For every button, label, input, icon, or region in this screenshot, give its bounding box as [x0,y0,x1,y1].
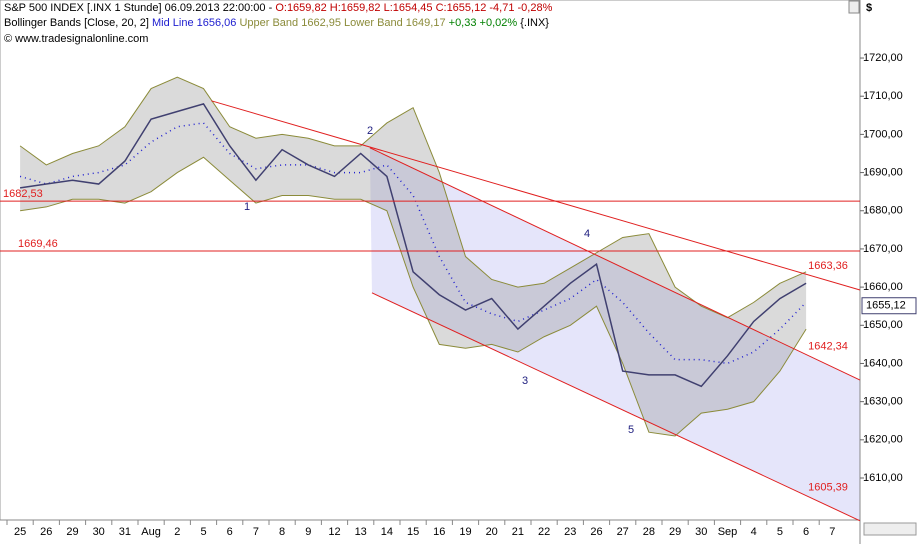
x-tick-label: 25 [14,526,26,538]
x-tick-label: 15 [407,526,419,538]
x-tick-label: 29 [66,526,78,538]
x-tick-label: 28 [643,526,655,538]
x-tick-label: 4 [751,526,757,538]
trend-label: 1663,36 [808,260,848,272]
y-tick-label: 1640,00 [863,357,903,369]
x-tick-label: 29 [669,526,681,538]
x-tick-label: 26 [40,526,52,538]
symbol-text: S&P 500 INDEX [.INX 1 Stunde] 06.09.2013… [4,2,273,14]
x-tick-label: 31 [119,526,131,538]
wave-label: 4 [584,228,590,240]
price-label: 1655,12 [866,300,906,312]
y-tick-label: 1620,00 [863,434,903,446]
ohlc: O:1659,82 H:1659,82 L:1654,45 C:1655,12 … [275,2,552,14]
trend-line [371,292,861,522]
x-tick-label: 5 [200,526,206,538]
x-tick-label: 30 [695,526,707,538]
x-tick-label: 30 [93,526,105,538]
scroll-buttons[interactable] [863,522,917,536]
x-tick-label: 7 [829,526,835,538]
y-tick-label: 1680,00 [863,205,903,217]
source-text: {.INX} [520,17,549,29]
y-tick-label: 1610,00 [863,472,903,484]
y-tick-label: 1690,00 [863,166,903,178]
series-line [19,76,807,319]
copyright: © www.tradesignalonline.com [4,33,148,45]
x-tick-label: Sep [718,526,738,538]
channel-shade [369,147,860,521]
wave-label: 3 [522,375,528,387]
level-label: 1682,53 [3,188,43,200]
x-tick-label: 20 [486,526,498,538]
x-tick-label: 9 [305,526,311,538]
menu-button[interactable] [848,0,860,14]
upper-text: Upper Band 1662,95 [239,17,341,29]
x-tick-label: 16 [433,526,445,538]
x-tick-label: 6 [803,526,809,538]
y-tick-label: 1670,00 [863,243,903,255]
trend-line [369,147,861,381]
trend-label: 1642,34 [808,340,848,352]
x-tick-label: 2 [174,526,180,538]
wave-label: 2 [367,125,373,137]
x-tick-label: 13 [355,526,367,538]
x-tick-label: 14 [381,526,393,538]
wave-label: 5 [628,424,634,436]
x-tick-label: 19 [459,526,471,538]
y-tick-label: 1720,00 [863,52,903,64]
series-line [20,156,807,437]
x-tick-label: 5 [777,526,783,538]
trend-label: 1605,39 [808,482,848,494]
level-label: 1669,46 [18,238,58,250]
x-tick-label: 23 [564,526,576,538]
x-tick-label: 26 [590,526,602,538]
y-tick-label: 1650,00 [863,319,903,331]
x-tick-label: 7 [253,526,259,538]
series-line [19,102,807,388]
plot-area [0,0,861,521]
indicator-text: Bollinger Bands [Close, 20, 2] [4,17,149,29]
y-tick-label: 1630,00 [863,396,903,408]
y-tick-label: 1700,00 [863,128,903,140]
band-area [20,77,807,437]
lower-text: Lower Band 1649,17 [344,17,446,29]
price-box [861,297,917,315]
x-tick-label: 22 [538,526,550,538]
trend-line [211,100,861,291]
x-tick-label: 21 [512,526,524,538]
change-text: +0,33 +0,02% [449,17,518,29]
x-tick-label: 27 [617,526,629,538]
x-tick-label: 6 [227,526,233,538]
wave-label: 1 [244,201,250,213]
x-tick-label: Aug [141,526,161,538]
mid-text: Mid Line 1656,06 [152,17,236,29]
currency: $ [866,2,872,14]
y-tick-label: 1660,00 [863,281,903,293]
indicator: Bollinger Bands [Close, 20, 2] Mid Line … [4,17,549,29]
symbol: S&P 500 INDEX [.INX 1 Stunde] 06.09.2013… [4,2,553,14]
y-tick-label: 1710,00 [863,90,903,102]
x-tick-label: 12 [328,526,340,538]
x-tick-label: 8 [279,526,285,538]
